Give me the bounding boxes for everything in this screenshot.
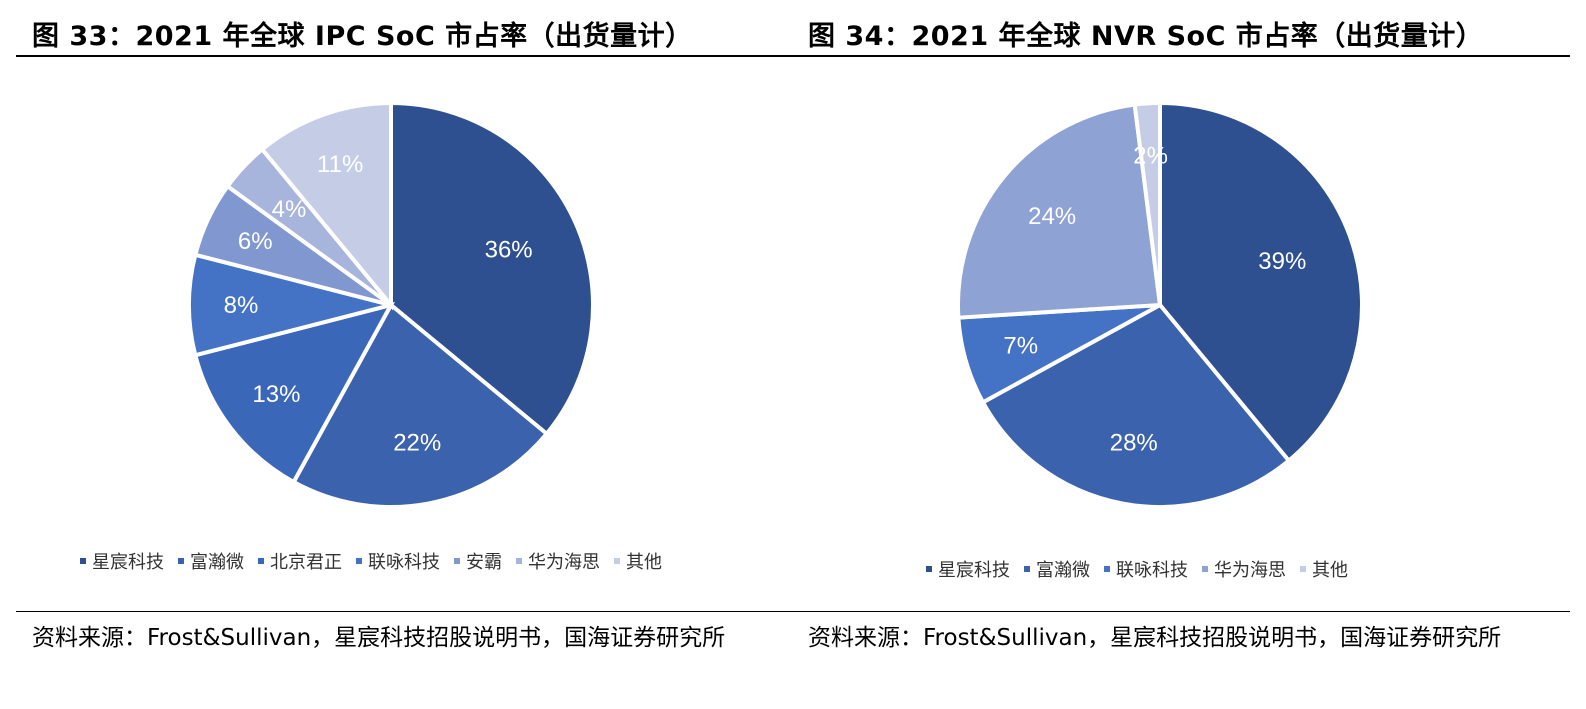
slice-data-label: 22% [393, 430, 441, 457]
pie-slice [1132, 100, 1162, 306]
pie-slice [192, 301, 395, 485]
slice-data-label: 24% [1028, 203, 1076, 230]
legend-swatch [614, 558, 620, 564]
legend-label: 星宸科技 [92, 552, 164, 573]
legend-swatch [1104, 566, 1110, 572]
slice-data-label: 6% [238, 228, 273, 255]
legend-entry: 富瀚微 [1024, 556, 1090, 582]
slice-data-label: 4% [272, 196, 307, 223]
pie-slice [980, 302, 1292, 509]
source-note: 资料来源：Frost&Sullivan，星宸科技招股说明书，国海证券研究所 [808, 625, 1502, 651]
legend-label: 富瀚微 [190, 552, 244, 573]
legend-swatch [926, 566, 932, 572]
legend-label: 其他 [626, 552, 662, 573]
legend-entry: 星宸科技 [926, 556, 1010, 582]
legend-entry: 其他 [614, 548, 662, 574]
legend-entry: 其他 [1300, 556, 1348, 582]
slice-data-label: 36% [485, 237, 533, 264]
nvr-pie-chart: 39% 28% 7% 24% 2% [956, 100, 1364, 509]
title-rule [16, 55, 794, 57]
legend-swatch [356, 558, 362, 564]
pie-slice [1158, 100, 1364, 464]
legend-label: 安霸 [466, 552, 502, 573]
legend-entry: 联咏科技 [1104, 556, 1188, 582]
source-rule [792, 611, 1570, 612]
chart-legend: 星宸科技 富瀚微 北京君正 联咏科技 安霸 华为海思 其他 [80, 548, 662, 574]
legend-swatch [454, 558, 460, 564]
slice-data-label: 11% [317, 151, 363, 178]
legend-label: 联咏科技 [1116, 560, 1188, 581]
legend-entry: 北京君正 [258, 548, 342, 574]
figure-title: 图 34：2021 年全球 NVR SoC 市占率（出货量计） [808, 21, 1484, 52]
legend-swatch [178, 558, 184, 564]
slice-data-label: 13% [252, 381, 300, 408]
slice-data-label: 28% [1110, 430, 1158, 457]
legend-entry: 安霸 [454, 548, 502, 574]
legend-label: 华为海思 [1214, 560, 1286, 581]
slice-data-label: 7% [1003, 332, 1038, 359]
pie-slice [389, 100, 595, 437]
legend-swatch [1300, 566, 1306, 572]
legend-entry: 星宸科技 [80, 548, 164, 574]
legend-label: 星宸科技 [938, 560, 1010, 581]
legend-label: 华为海思 [528, 552, 600, 573]
source-note: 资料来源：Frost&Sullivan，星宸科技招股说明书，国海证券研究所 [32, 625, 726, 651]
pie-slice [290, 301, 550, 509]
legend-swatch [516, 558, 522, 564]
title-rule [792, 55, 1570, 57]
legend-swatch [1024, 566, 1030, 572]
legend-swatch [1202, 566, 1208, 572]
legend-label: 北京君正 [270, 552, 342, 573]
pie-slice [259, 100, 393, 311]
legend-label: 其他 [1312, 560, 1348, 581]
pie-slice [956, 102, 1163, 320]
slice-data-label: 2% [1133, 142, 1168, 169]
legend-entry: 富瀚微 [178, 548, 244, 574]
source-rule [16, 611, 794, 612]
figure-34-panel: 图 34：2021 年全球 NVR SoC 市占率（出货量计） 39% 28% 7%… [792, 0, 1572, 709]
ipc-pie-chart: 36% 22% 13% 8% 6% 4% 11% [187, 100, 595, 509]
slice-data-label: 8% [224, 292, 259, 319]
legend-swatch [258, 558, 264, 564]
figure-33-panel: 图 33：2021 年全球 IPC SoC 市占率（出货量计） 36% 22% 13… [16, 0, 796, 709]
legend-swatch [80, 558, 86, 564]
slice-data-label: 39% [1258, 248, 1306, 275]
legend-entry: 华为海思 [516, 548, 600, 574]
chart-legend: 星宸科技 富瀚微 联咏科技 华为海思 其他 [926, 556, 1348, 582]
legend-label: 富瀚微 [1036, 560, 1090, 581]
legend-label: 联咏科技 [368, 552, 440, 573]
legend-entry: 华为海思 [1202, 556, 1286, 582]
legend-entry: 联咏科技 [356, 548, 440, 574]
figure-title: 图 33：2021 年全球 IPC SoC 市占率（出货量计） [32, 21, 693, 52]
